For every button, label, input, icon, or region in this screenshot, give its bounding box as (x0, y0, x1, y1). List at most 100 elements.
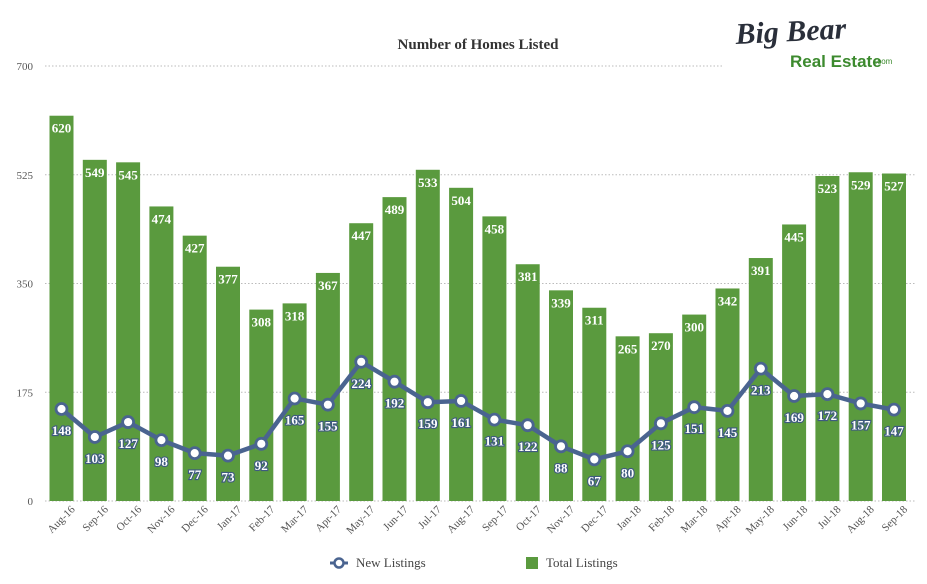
line-value-label: 147 (884, 424, 904, 439)
logo-suffix-text: .com (875, 57, 893, 66)
line-point (820, 387, 835, 402)
x-tick-label: Jul-17 (416, 503, 444, 531)
logo-bottom-text: Real Estate (790, 52, 882, 71)
bar (216, 266, 240, 501)
x-tick-label: Jan-18 (614, 503, 644, 533)
x-tick-label: May-17 (344, 503, 377, 536)
line-point (787, 389, 801, 403)
line-value-label: 145 (718, 425, 738, 440)
bar-value-label: 549 (85, 165, 105, 180)
bar-value-label: 529 (851, 177, 871, 192)
x-tick-label: Apr-18 (713, 503, 744, 534)
line-point (654, 416, 668, 431)
bar-value-label: 270 (651, 338, 671, 353)
bar (482, 216, 507, 501)
line-point (587, 452, 602, 467)
logo-top-text: Big Bear (734, 12, 848, 51)
bar (515, 264, 540, 501)
bar (82, 159, 107, 502)
bar-value-label: 545 (118, 167, 138, 182)
line-value-label: 88 (555, 460, 569, 475)
line-point (87, 430, 102, 444)
line-point (121, 415, 136, 429)
line-point (420, 395, 435, 410)
line-value-label: 165 (285, 412, 305, 427)
x-tick-label: Oct-16 (114, 503, 144, 533)
x-tick-label: Nov-17 (545, 503, 578, 536)
bar (449, 187, 474, 502)
bar-value-label: 474 (152, 211, 172, 226)
line-value-label: 77 (188, 467, 202, 482)
bar-value-label: 318 (285, 308, 305, 323)
legend: New Listings Total Listings (330, 555, 618, 570)
line-point (154, 433, 169, 448)
bar (249, 309, 274, 501)
bar-value-label: 427 (185, 241, 205, 256)
y-tick-label: 0 (28, 496, 34, 508)
bar (782, 224, 807, 501)
line-point (187, 446, 202, 461)
line-value-label: 92 (255, 458, 268, 473)
line-point (753, 361, 768, 376)
bar (415, 169, 440, 501)
bar (582, 307, 607, 501)
bar (848, 172, 873, 501)
bar-value-label: 527 (884, 179, 904, 194)
line-value-label: 157 (851, 417, 871, 432)
bar (382, 197, 407, 501)
bar-value-label: 523 (818, 181, 838, 196)
line-value-label: 161 (451, 415, 471, 430)
x-tick-label: Apr-17 (313, 503, 344, 534)
x-tick-label: Sep-17 (480, 503, 511, 534)
bar (149, 206, 174, 501)
bar-value-label: 489 (385, 202, 405, 217)
y-tick-label: 350 (17, 279, 34, 291)
x-tick-label: Jan-17 (215, 503, 245, 533)
line-value-label: 159 (418, 416, 438, 431)
line-point (221, 448, 235, 463)
bar-value-label: 445 (784, 229, 804, 244)
line-value-label: 151 (684, 421, 704, 436)
bar-value-label: 620 (52, 121, 72, 136)
line-point (54, 402, 69, 416)
x-tick-label: Nov-16 (145, 503, 178, 536)
bar-value-label: 339 (551, 295, 571, 310)
chart-title: Number of Homes Listed (398, 37, 560, 53)
line-value-label: 148 (52, 423, 72, 438)
line-point (887, 402, 901, 417)
line-value-label: 125 (651, 437, 671, 452)
line-value-label: 224 (351, 376, 371, 391)
bar (549, 290, 573, 501)
bar-value-label: 391 (751, 263, 771, 278)
line-point (720, 403, 735, 418)
line-point (620, 444, 635, 459)
x-axis-ticks: Aug-16 Sep-16 Oct-16 Nov-16 Dec-16 Jan-17 Feb-… (45, 503, 910, 536)
y-axis-ticks: 0 175 350 525 700 (17, 61, 34, 508)
x-tick-label: Feb-18 (646, 503, 677, 534)
bar-value-label: 265 (618, 341, 638, 356)
x-tick-label: Jul-18 (816, 503, 844, 531)
bar (182, 235, 207, 501)
bar (116, 162, 141, 502)
line-point (454, 394, 469, 408)
line-point (387, 374, 402, 389)
x-tick-label: Jun-18 (781, 503, 811, 533)
line-value-label: 131 (485, 434, 505, 449)
bar-value-label: 377 (218, 272, 238, 287)
line-value-label: 98 (155, 454, 169, 469)
line-value-label: 73 (222, 470, 236, 485)
x-tick-label: Dec-17 (579, 503, 611, 535)
x-tick-label: Aug-18 (845, 503, 878, 536)
line-point (554, 439, 568, 454)
x-tick-label: Mar-18 (679, 503, 711, 535)
x-tick-label: Mar-17 (279, 503, 311, 535)
y-tick-label: 175 (17, 387, 34, 399)
bars-total-listings (49, 115, 906, 502)
bar-value-label: 381 (518, 269, 538, 284)
legend-line-marker (333, 557, 345, 569)
line-point (853, 396, 868, 411)
bar-value-label: 504 (451, 193, 471, 208)
line-value-label: 127 (118, 436, 138, 451)
bar (882, 173, 906, 501)
